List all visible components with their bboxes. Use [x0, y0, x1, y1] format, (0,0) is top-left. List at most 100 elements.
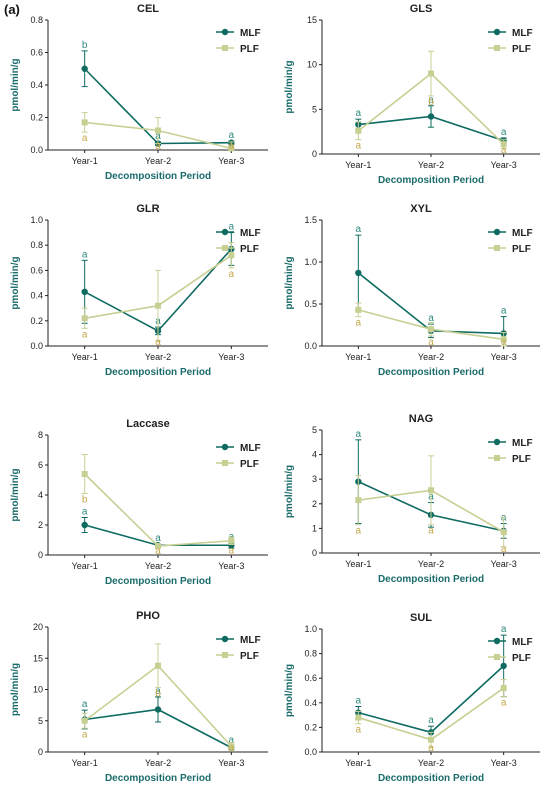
x-tick-label: Year-1 [345, 559, 371, 569]
data-point [500, 685, 507, 692]
data-point [500, 662, 507, 670]
significance-letter: a [155, 533, 161, 544]
data-point [500, 336, 507, 343]
legend-item-mlf: MLF [216, 635, 261, 646]
legend-item-mlf: MLF [488, 28, 533, 39]
chart-title: NAG [409, 413, 433, 425]
data-point [155, 127, 161, 134]
legend-label: PLF [240, 459, 259, 470]
y-axis-label: pmol/min/g [10, 663, 21, 716]
significance-letter: a [356, 108, 362, 119]
legend-item-plf: PLF [488, 454, 531, 465]
legend-marker [493, 637, 501, 645]
data-point [81, 119, 88, 126]
y-tick-label: 0.0 [304, 341, 317, 351]
legend-label: PLF [512, 244, 531, 255]
chart-title: PHO [136, 610, 160, 622]
x-tick-label: Year-1 [345, 160, 371, 170]
y-tick-label: 0.0 [30, 145, 43, 155]
chart-title: CEL [137, 3, 159, 15]
significance-letter: a [229, 743, 235, 754]
significance-letter: a [82, 133, 88, 144]
legend-marker [222, 45, 228, 51]
data-point [500, 141, 507, 148]
series-plf: ba a [81, 454, 235, 557]
data-point [500, 529, 507, 536]
x-tick-label: Year-3 [218, 352, 244, 362]
data-point [428, 326, 434, 333]
significance-letter: b [82, 40, 88, 51]
significance-letter: a [229, 269, 235, 280]
legend-marker [494, 245, 500, 251]
legend-item-mlf: MLF [216, 228, 261, 239]
data-point [228, 537, 235, 544]
legend-label: MLF [512, 637, 533, 648]
y-tick-label: 0 [38, 747, 43, 757]
y-axis-label: pmol/min/g [10, 58, 21, 111]
legend-label: PLF [240, 651, 259, 662]
significance-letter: a [501, 306, 507, 317]
legend-item-plf: PLF [488, 653, 531, 664]
x-tick-label: Year-3 [491, 352, 517, 362]
y-tick-label: 6 [38, 460, 43, 470]
y-tick-label: 5 [312, 104, 317, 114]
chart-cel: CEL 0.0 0.2 0.4 0.6 0.8 Year-1 Year-2 Year-3 Deco… [10, 3, 268, 182]
x-tick-label: Year-3 [491, 758, 517, 768]
significance-letter: a [428, 313, 434, 324]
data-point [81, 521, 88, 529]
legend-label: PLF [240, 244, 259, 255]
y-tick-label: 0.6 [304, 673, 317, 683]
y-tick-label: 0.8 [304, 649, 317, 659]
significance-letter: a [501, 544, 507, 555]
data-point [154, 706, 162, 713]
significance-letter: a [155, 546, 161, 557]
y-axis-label: pmol/min/g [10, 256, 21, 309]
legend-item-mlf: MLF [216, 443, 261, 454]
data-point [228, 743, 235, 750]
significance-letter: a [82, 507, 88, 518]
x-tick-label: Year-1 [345, 352, 371, 362]
legend-marker [222, 460, 228, 466]
x-tick-label: Year-3 [218, 758, 244, 768]
data-point [355, 127, 362, 134]
legend-marker [493, 28, 501, 36]
y-axis-label: pmol/min/g [284, 60, 295, 113]
y-axis-label: pmol/min/g [284, 256, 295, 309]
series-plf: aaa [355, 678, 507, 754]
x-tick-label: Year-1 [345, 758, 371, 768]
legend-item-plf: PLF [216, 44, 259, 55]
y-tick-label: 0.6 [30, 48, 43, 58]
significance-letter: a [229, 735, 235, 746]
legend-label: PLF [512, 653, 531, 664]
y-tick-label: 15 [33, 653, 43, 663]
legend-label: PLF [512, 44, 531, 55]
chart-title: GLR [136, 203, 159, 215]
chart-pho: PHO 0 5 10 15 20 Year-1 Year-2 Year-3 Decompositi… [10, 610, 268, 784]
data-point [355, 269, 362, 277]
data-point [81, 65, 88, 72]
legend-label: MLF [240, 228, 261, 239]
data-point [81, 315, 88, 322]
legend-marker [222, 652, 228, 658]
significance-letter: b [428, 97, 434, 108]
y-tick-label: 5 [312, 425, 317, 435]
x-tick-label: Year-1 [72, 561, 98, 571]
y-tick-label: 2 [312, 499, 317, 509]
y-tick-label: 0 [312, 548, 317, 558]
legend-label: MLF [512, 228, 533, 239]
significance-letter: a [229, 546, 235, 557]
legend-marker [494, 45, 500, 51]
chart-laccase: Laccase 0 2 4 6 8 Year-1 Year-2 Year-3 Decomposit… [10, 418, 268, 587]
legend-label: PLF [512, 454, 531, 465]
significance-letter: a [229, 222, 235, 233]
legend-marker [493, 438, 501, 446]
legend-label: MLF [240, 28, 261, 39]
x-axis-label: Decomposition Period [105, 367, 211, 378]
y-axis-label: pmol/min/g [284, 465, 295, 518]
x-tick-label: Year-2 [145, 561, 171, 571]
x-tick-label: Year-2 [418, 160, 444, 170]
chart-nag: NAG 0 1 2 3 4 5 Year-1 Year-2 Year-3 Decomposition… [284, 413, 540, 585]
